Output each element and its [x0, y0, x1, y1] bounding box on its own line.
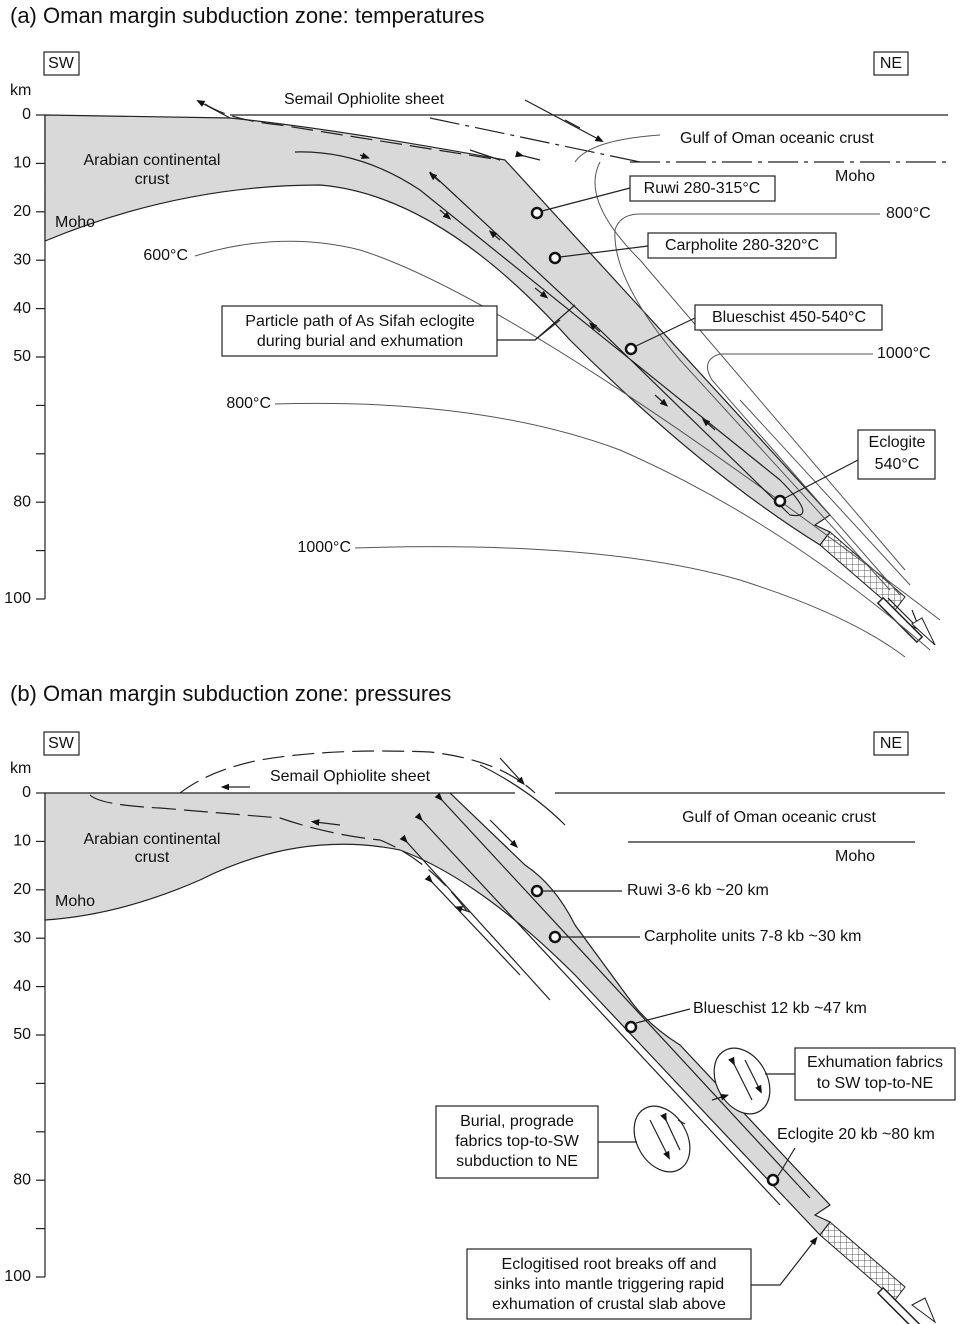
depth-label: 0	[22, 784, 31, 801]
sample-blueschist	[626, 344, 636, 354]
depth-label: 30	[13, 251, 31, 268]
label: subduction to NE	[456, 1153, 578, 1170]
label: Ruwi 3-6 kb ~20 km	[627, 882, 769, 899]
line-work	[500, 758, 522, 782]
line-work	[881, 601, 919, 639]
depth-label: 80	[13, 1171, 31, 1188]
label: Moho	[835, 168, 875, 185]
ne-label: NE	[880, 735, 902, 752]
label: fabrics top-to-SW	[455, 1133, 579, 1150]
depth-label: 100	[4, 1268, 31, 1285]
depth-axis: 0 10 20 30 40 50 80 100	[4, 106, 45, 607]
label: Eclogite	[869, 434, 926, 451]
label: Exhumation fabrics	[807, 1054, 943, 1071]
label: Semail Ophiolite sheet	[284, 91, 445, 108]
label: Arabian continental	[84, 831, 221, 848]
label: 1000°C	[877, 345, 931, 362]
sample-point	[532, 886, 542, 896]
label: Carpholite units 7-8 kb ~30 km	[644, 928, 861, 945]
panel-a: (a) Oman margin subduction zone: tempera…	[4, 3, 948, 657]
label: Particle path of As Sifah eclogite	[245, 313, 475, 330]
label: during burial and exhumation	[257, 333, 463, 350]
line-work	[820, 1222, 905, 1300]
depth-label: 100	[4, 590, 31, 607]
axis-unit: km	[10, 82, 31, 99]
label: Ruwi 280-315°C	[644, 180, 761, 197]
label: Burial, prograde	[460, 1113, 574, 1130]
label: crust	[135, 849, 170, 866]
sw-label: SW	[48, 735, 75, 752]
label: Moho	[55, 893, 95, 910]
label: Gulf of Oman oceanic crust	[680, 130, 874, 147]
sample-ruwi	[532, 208, 542, 218]
label: sinks into mantle triggering rapid	[494, 1276, 724, 1293]
label: 800°C	[886, 205, 931, 222]
label: Blueschist 12 kb ~47 km	[693, 1000, 867, 1017]
sample-point	[626, 1022, 636, 1032]
line-work	[480, 765, 565, 825]
label: Blueschist 450-540°C	[712, 309, 866, 326]
label: 800°C	[226, 395, 271, 412]
depth-label: 50	[13, 1026, 31, 1043]
line-work	[535, 320, 560, 340]
label: to SW top-to-NE	[817, 1075, 933, 1092]
gulf-leader	[575, 135, 660, 162]
depth-label: 40	[13, 978, 31, 995]
label: Moho	[835, 848, 875, 865]
sw-label: SW	[48, 55, 75, 72]
line-work	[565, 120, 580, 128]
shear-sense	[623, 1096, 701, 1182]
line-work	[525, 100, 600, 140]
label: Eclogitised root breaks off and	[502, 1256, 717, 1273]
label: Semail Ophiolite sheet	[270, 768, 431, 785]
line-work	[520, 155, 540, 160]
sample-carpholite	[550, 253, 560, 263]
line-work	[751, 1240, 815, 1285]
label: Carpholite 280-320°C	[665, 237, 819, 254]
label: 600°C	[143, 247, 188, 264]
label: Eclogite 20 kb ~80 km	[777, 1126, 935, 1143]
line-work	[200, 102, 230, 118]
line-work	[542, 188, 630, 211]
sample-eclogite	[775, 496, 785, 506]
sample-point	[768, 1175, 778, 1185]
ne-label: NE	[880, 55, 902, 72]
depth-label: 10	[13, 155, 31, 172]
eclogite-root	[820, 532, 905, 610]
label: Gulf of Oman oceanic crust	[682, 809, 876, 826]
depth-label: 20	[13, 203, 31, 220]
label: Moho	[55, 214, 95, 231]
label: 1000°C	[297, 539, 351, 556]
depth-label: 30	[13, 929, 31, 946]
line-work	[912, 1298, 935, 1322]
isotherm-1000	[355, 547, 905, 657]
panel-title: (a) Oman margin subduction zone: tempera…	[10, 3, 484, 28]
diagram: (a) Oman margin subduction zone: tempera…	[0, 0, 961, 1324]
depth-label: 40	[13, 300, 31, 317]
label: Arabian continental	[84, 152, 221, 169]
axis-unit: km	[10, 760, 31, 777]
sample-point	[550, 932, 560, 942]
depth-label: 20	[13, 881, 31, 898]
label: exhumation of crustal slab above	[492, 1296, 726, 1313]
panel-title: (b) Oman margin subduction zone: pressur…	[10, 681, 451, 706]
depth-label: 50	[13, 348, 31, 365]
depth-label: 10	[13, 833, 31, 850]
depth-label: 0	[22, 106, 31, 123]
depth-label: 80	[13, 493, 31, 510]
depth-axis: 0 10 20 30 40 50 80 100	[4, 784, 45, 1285]
panel-b: (b) Oman margin subduction zone: pressur…	[4, 681, 955, 1324]
label: 540°C	[875, 456, 920, 473]
label: crust	[135, 171, 170, 188]
